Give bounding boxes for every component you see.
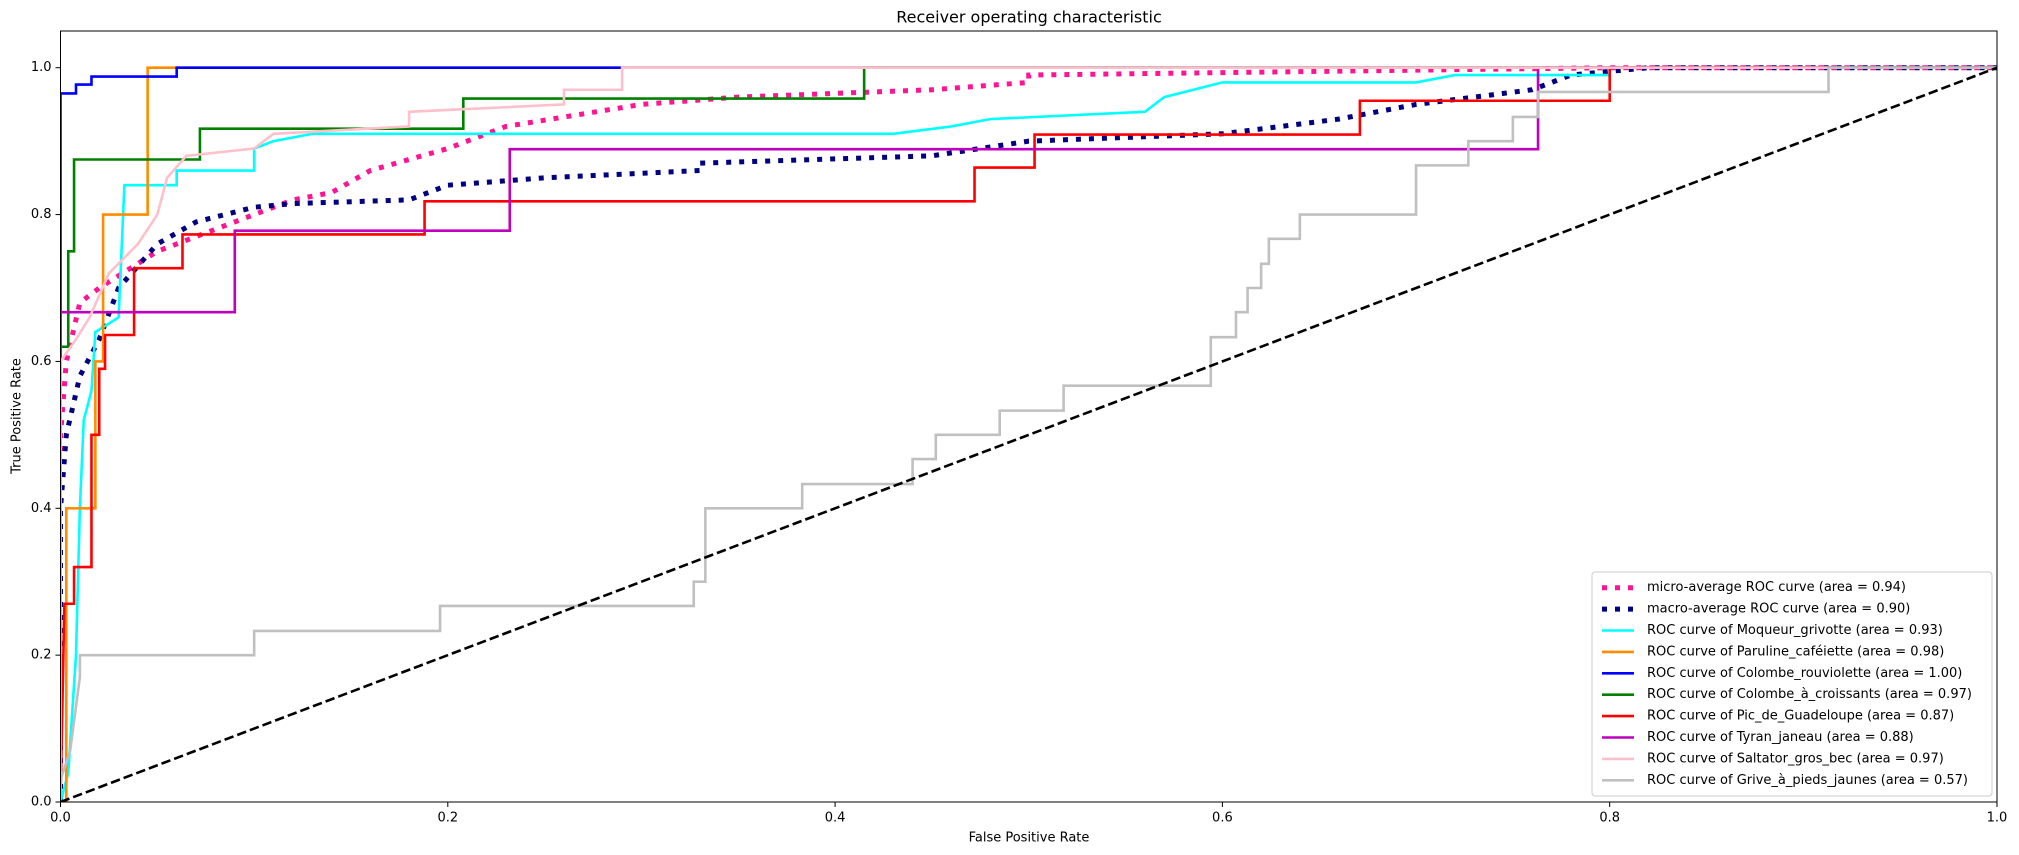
legend: micro-average ROC curve (area = 0.94) mac… [1591,571,1993,797]
roc-curve [60,66,1997,802]
axes-frame [60,30,1998,803]
legend-label: ROC curve of Tyran_janeau (area = 0.88) [1647,730,1914,745]
y-axis-label: True Positive Rate [10,358,25,475]
x-tick-label: 0.4 [825,811,846,826]
legend-label: ROC curve of Pic_de_Guadeloupe (area = 0… [1647,709,1954,724]
reference-line [60,66,1997,802]
legend-box [1591,571,1993,797]
y-tick-label: 1.0 [31,60,52,75]
y-tick-label: 0.0 [31,795,52,810]
x-tick-label: 0.0 [50,811,71,826]
x-axis-label: False Positive Rate [969,831,1090,846]
legend-label: macro-average ROC curve (area = 0.90) [1647,602,1910,617]
y-tick-label: 0.6 [31,354,52,369]
x-tick-label: 0.2 [437,811,458,826]
roc-curve [60,66,1997,802]
x-tick-label: 0.6 [1212,811,1233,826]
roc-curve [60,66,1997,802]
y-tick-label: 0.2 [31,648,52,663]
legend-label: ROC curve of Colombe_à_croissants (area … [1647,687,1972,702]
legend-label: ROC curve of Paruline_caféiette (area = … [1647,644,1944,659]
plot-area [60,65,1997,802]
roc-curve [60,66,1997,802]
legend-label: ROC curve of Grive_à_pieds_jaunes (area … [1647,773,1968,788]
y-tick-label: 0.8 [31,207,52,222]
y-tick-label: 0.4 [31,501,52,516]
legend-label: ROC curve of Saltator_gros_bec (area = 0… [1647,751,1944,766]
roc-curve [60,66,1997,802]
legend-label: micro-average ROC curve (area = 0.94) [1647,580,1906,595]
x-tick-label: 0.8 [1599,811,1620,826]
legend-label: ROC curve of Colombe_rouviolette (area =… [1647,666,1962,681]
legend-label: ROC curve of Moqueur_grivotte (area = 0.… [1647,623,1943,638]
chart-title: Receiver operating characteristic [896,8,1162,27]
x-tick-label: 1.0 [1987,811,2008,826]
roc-curve [60,66,1997,802]
